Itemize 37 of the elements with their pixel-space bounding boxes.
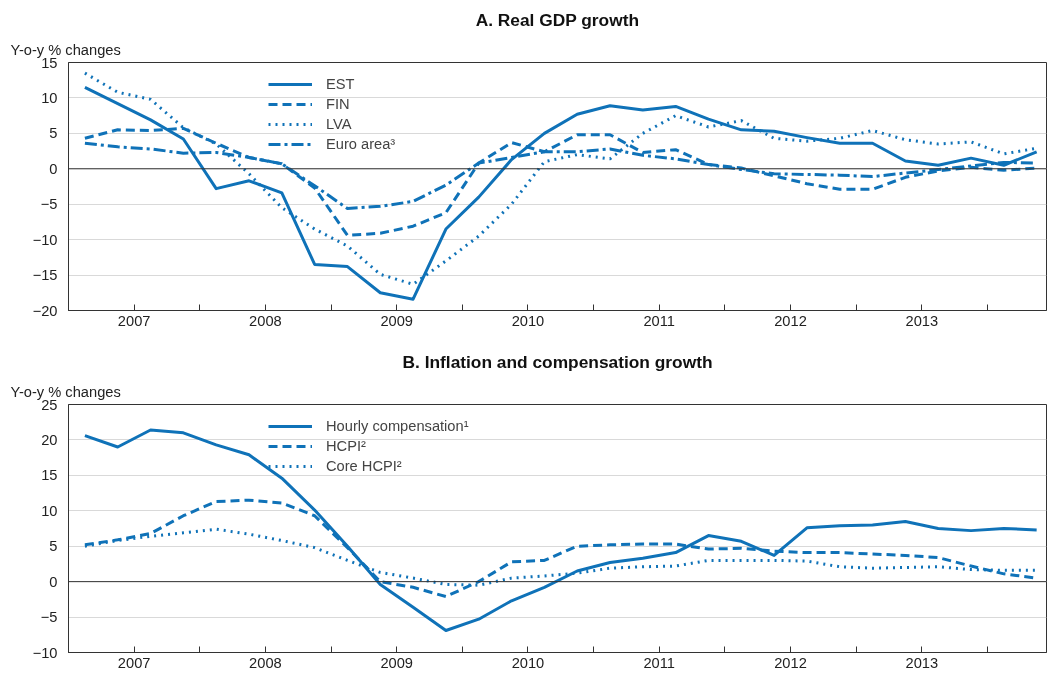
x-tick-label: 2009 xyxy=(380,654,413,671)
x-tick-label: 2012 xyxy=(774,312,807,329)
y-tick-label: 0 xyxy=(49,573,58,590)
x-tick-label: 2013 xyxy=(905,312,939,329)
y-tick-label: 5 xyxy=(49,125,58,142)
y-tick-label: −10 xyxy=(32,644,58,661)
y-tick-label: 10 xyxy=(41,502,58,519)
legend-label: EST xyxy=(326,76,355,92)
legend-label: LVA xyxy=(326,116,352,132)
x-tick-label: 2010 xyxy=(511,654,545,671)
legend-label: Euro area³ xyxy=(326,136,396,152)
y-tick-label: −20 xyxy=(32,302,58,319)
y-tick-label: 10 xyxy=(41,89,58,106)
chart-title: B. Inflation and compensation growth xyxy=(402,351,713,372)
y-tick-label: −15 xyxy=(32,267,58,284)
x-tick-label: 2007 xyxy=(117,654,151,671)
y-tick-label: 5 xyxy=(49,538,58,555)
chart-title: A. Real GDP growth xyxy=(475,9,640,30)
x-tick-label: 2010 xyxy=(511,312,545,329)
x-tick-label: 2013 xyxy=(905,654,939,671)
y-tick-label: 15 xyxy=(41,467,58,484)
x-tick-label: 2011 xyxy=(643,654,676,671)
x-tick-label: 2008 xyxy=(249,312,282,329)
x-tick-label: 2008 xyxy=(249,654,282,671)
y-tick-label: 20 xyxy=(41,431,58,448)
x-tick-label: 2009 xyxy=(380,312,413,329)
x-tick-label: 2012 xyxy=(774,654,807,671)
legend-label: Hourly compensation¹ xyxy=(326,418,469,434)
x-tick-label: 2011 xyxy=(643,312,676,329)
legend-label: FIN xyxy=(326,96,350,112)
y-tick-label: −10 xyxy=(32,231,58,248)
legend-label: Core HCPI² xyxy=(326,458,402,474)
y-tick-label: −5 xyxy=(40,609,58,626)
y-tick-label: 0 xyxy=(49,160,58,177)
legend-label: HCPI² xyxy=(326,438,366,454)
y-tick-label: −5 xyxy=(40,196,58,213)
x-tick-label: 2007 xyxy=(117,312,151,329)
